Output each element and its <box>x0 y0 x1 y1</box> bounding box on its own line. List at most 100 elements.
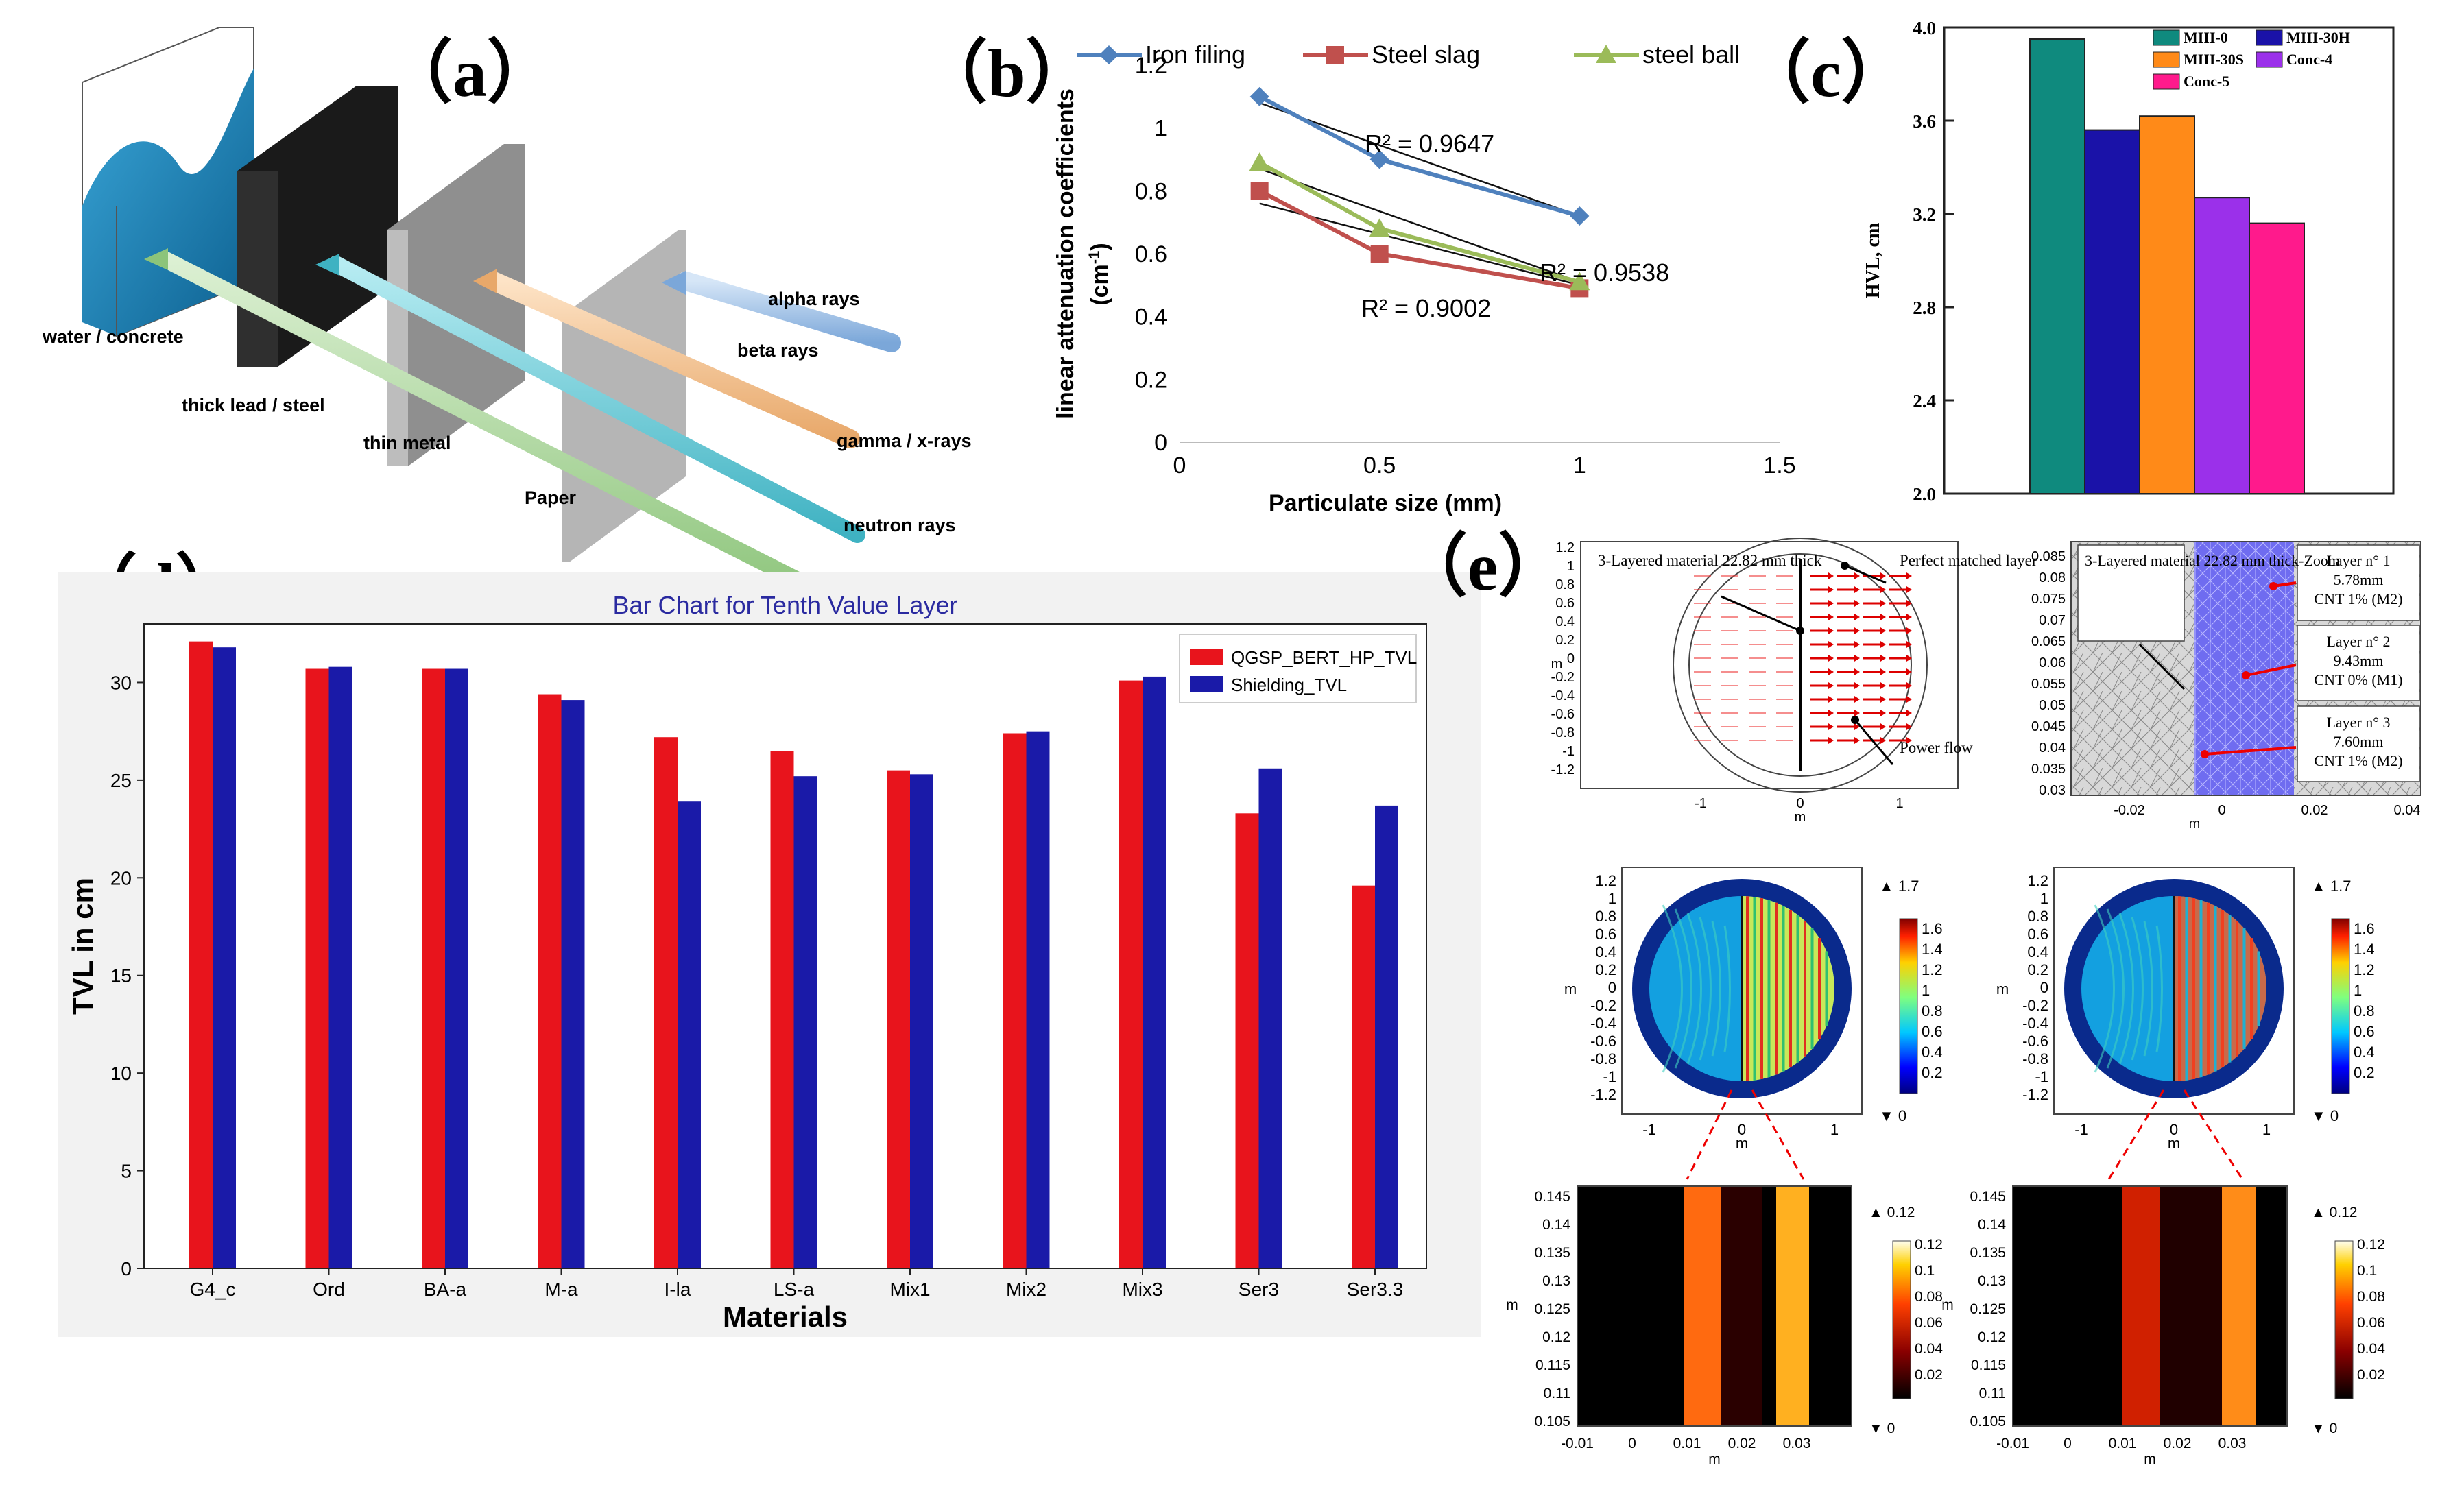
d-xtick-Mix1: Mix1 <box>889 1279 930 1300</box>
b-fit-line-2 <box>1259 168 1580 283</box>
panel-e: （e） 3-Layered material 22.82 mm thick Pe… <box>1399 529 2421 1467</box>
d-bar-M-a-0 <box>538 694 562 1268</box>
e-g1-ytick: -0.6 <box>1551 707 1575 722</box>
zoom-ytick: 0.115 <box>1535 1358 1570 1373</box>
b-point-0-1 <box>1369 149 1389 169</box>
c-legend-swatch-4 <box>2153 73 2180 90</box>
d-bar-Mix2-0 <box>1003 733 1027 1268</box>
c-legend-label-3: Conc-4 <box>2286 51 2332 68</box>
power-flow-arrows <box>1694 572 1912 744</box>
e-geometry-zoom: 3-Layered material 22.82 mm thick-Zoom L… <box>2031 541 2421 832</box>
c-legend-label-2: MIII-30S <box>2184 51 2244 68</box>
field-cbar-tick: 1.6 <box>1922 920 1943 937</box>
beta-ray-rod <box>484 272 860 448</box>
b-ytick: 0 <box>1154 430 1167 456</box>
e-g2-xtick: -0.02 <box>2114 803 2145 818</box>
e-circle-yunit: m <box>1996 980 2009 998</box>
zoom-ytick: 0.13 <box>1542 1273 1570 1289</box>
d-xtick-Mix2: Mix2 <box>1006 1279 1046 1300</box>
e-g1-ytick: -0.8 <box>1551 725 1575 740</box>
e-zoom-left <box>1577 1185 1852 1427</box>
field-colorbar-right <box>2331 918 2350 1094</box>
c-legend-label-1: MIII-30H <box>2286 29 2350 46</box>
zoom-ytick: 0.14 <box>1978 1217 2006 1233</box>
c-bar-MIII-30S <box>2139 115 2195 494</box>
e-circle-xtick: 1 <box>1830 1121 1839 1138</box>
r2-iron: R² = 0.9647 <box>1365 130 1494 158</box>
field-cbar-max-0: ▲ 1.7 <box>1879 878 1919 895</box>
zoom-cbar-tick: 0.08 <box>2357 1289 2385 1305</box>
chart-c-legend: MIII-0 MIII-30H MIII-30S Conc-4 Conc-5 <box>2153 29 2350 90</box>
b-point-2-0 <box>1249 152 1270 171</box>
e-g2-ytick: 0.065 <box>2031 634 2066 649</box>
c-bar-Conc-4 <box>2194 197 2250 494</box>
field-cbar-tick: 0.8 <box>2354 1002 2375 1020</box>
zoom-xtick: 0.02 <box>1728 1436 1756 1451</box>
e-g2-ytick: 0.035 <box>2031 762 2066 777</box>
c-bar-Conc-5 <box>2249 222 2305 494</box>
zoom-cbar-tick: 0.12 <box>1915 1237 1943 1253</box>
d-xtick-Ser3.3: Ser3.3 <box>1347 1279 1404 1300</box>
d-bar-Ser3.3-0 <box>1352 885 1375 1268</box>
zoom-yunit: m <box>1506 1297 1518 1313</box>
field-cbar-tick: 1.4 <box>2354 941 2375 958</box>
e-circle-ytick: 1.2 <box>2027 872 2048 889</box>
e-circle-ytick: -0.4 <box>1590 1015 1616 1032</box>
field-cbar-tick: 0.8 <box>1922 1002 1943 1020</box>
thin-metal-label: thin metal <box>363 433 451 453</box>
zoom-ytick: 0.125 <box>1970 1301 2006 1317</box>
c-ytick: 4.0 <box>1913 18 1936 38</box>
zoom-xunit: m <box>1708 1451 1721 1467</box>
e-circle-ytick: -0.6 <box>2022 1033 2048 1050</box>
field-cbar-min-0: ▼ 0 <box>1879 1107 1906 1124</box>
zoom-cbar-tick: 0.1 <box>1915 1263 1935 1279</box>
d-bar-BA-a-1 <box>445 668 468 1268</box>
d-ytick: 25 <box>110 770 132 791</box>
field-cbar-tick: 0.4 <box>2354 1043 2375 1061</box>
field-stripes-left <box>1662 896 1828 1081</box>
b-ytick: 1.2 <box>1135 53 1167 79</box>
e-g1-ytick: 0.8 <box>1555 577 1575 592</box>
e-circle-ytick: -0.8 <box>2022 1050 2048 1067</box>
e-circle-yunit: m <box>1564 980 1577 998</box>
zoom-xtick: -0.01 <box>1561 1436 1594 1451</box>
e-circle-ytick: -1 <box>1603 1068 1616 1085</box>
c-ytick: 3.2 <box>1913 204 1936 225</box>
d-bar-Ord-1 <box>328 666 352 1268</box>
e-geometry-full: 3-Layered material 22.82 mm thick Perfec… <box>1551 538 2037 825</box>
e-circle-xunit: m <box>1736 1135 1748 1152</box>
alpha-rays-label: alpha rays <box>768 289 860 309</box>
e-circle-ytick: -0.2 <box>1590 997 1616 1014</box>
zoom-cbar-max-1: ▲ 0.12 <box>2311 1205 2358 1220</box>
d-bar-Mix3-1 <box>1143 676 1166 1268</box>
panel-b: （b） 0 0.5 1 1.5 0 0.2 0.4 0.6 0.8 1 1.2 Iron filin… <box>919 35 1796 516</box>
zoom-colorbar-right <box>2334 1240 2354 1399</box>
d-bar-M-a-1 <box>561 700 585 1268</box>
chart-d-ylabel: TVL in cm <box>67 878 99 1015</box>
chart-b-ylabel-unit: (cm-1) <box>1086 243 1113 305</box>
e-field-left <box>1621 867 1863 1180</box>
d-xtick-LS-a: LS-a <box>774 1279 815 1300</box>
zoom-cbar-min-0: ▼ 0 <box>1869 1421 1895 1436</box>
c-ytick: 3.6 <box>1913 111 1936 132</box>
d-bar-G4_c-1 <box>213 647 236 1268</box>
e-layer-text: 9.43mm <box>2334 652 2384 669</box>
field-cbar-tick: 1.2 <box>2354 961 2375 978</box>
e-g1-xunit: m <box>1795 810 1806 825</box>
field-cbar-tick: 1.4 <box>1922 941 1943 958</box>
d-bar-Mix1-1 <box>910 774 933 1268</box>
chart-c-ylabel: HVL, cm <box>1863 223 1884 298</box>
e-circle-ytick: -0.8 <box>1590 1050 1616 1067</box>
field-stripes-right <box>2094 896 2260 1081</box>
e-layer-text: 7.60mm <box>2334 733 2384 750</box>
field-cbar-tick: 1 <box>1922 982 1930 999</box>
e-g2-ytick: 0.075 <box>2031 592 2066 607</box>
chart-d-marks <box>189 641 1398 1268</box>
e-circle-ytick: 0 <box>2040 979 2048 996</box>
e-field-right <box>2053 867 2295 1180</box>
e-circle-ytick: -1.2 <box>2022 1086 2048 1103</box>
e-g1-yunit: m <box>1551 657 1563 672</box>
d-bar-Mix3-0 <box>1119 680 1143 1268</box>
zoom-cbar-tick: 0.08 <box>1915 1289 1943 1305</box>
